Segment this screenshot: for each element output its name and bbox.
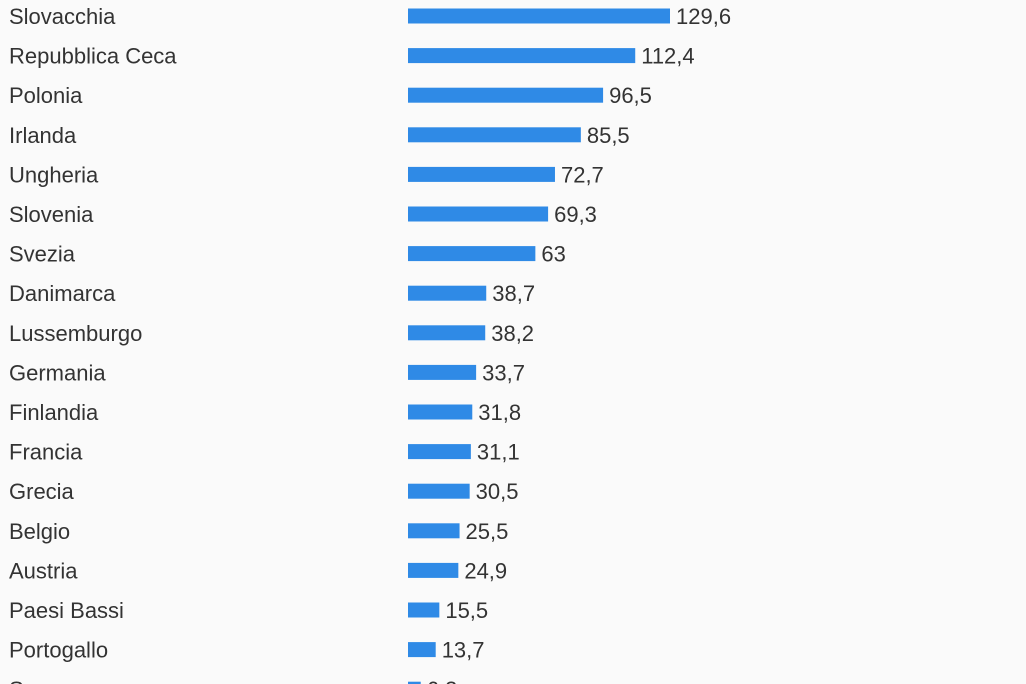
bar[interactable] bbox=[408, 166, 555, 182]
category-label: Portogallo bbox=[9, 638, 108, 663]
bar[interactable] bbox=[408, 602, 440, 618]
category-label: Germania bbox=[9, 360, 106, 385]
category-label: Finlandia bbox=[9, 400, 99, 425]
value-label: 63 bbox=[541, 242, 565, 267]
bar[interactable] bbox=[408, 483, 470, 499]
bar[interactable] bbox=[408, 8, 670, 24]
bar[interactable] bbox=[408, 444, 471, 460]
bar[interactable] bbox=[408, 87, 604, 103]
value-label: 25,5 bbox=[466, 519, 509, 544]
bar[interactable] bbox=[408, 364, 477, 380]
value-label: 31,8 bbox=[478, 400, 521, 425]
category-label: Slovenia bbox=[9, 202, 94, 227]
category-label: Paesi Bassi bbox=[9, 598, 124, 623]
bar[interactable] bbox=[408, 285, 487, 301]
value-label: 129,6 bbox=[676, 4, 731, 29]
category-label: Austria bbox=[9, 558, 78, 583]
value-label: 38,7 bbox=[492, 281, 535, 306]
value-label: 72,7 bbox=[561, 162, 604, 187]
bar[interactable] bbox=[408, 127, 581, 143]
category-label: Polonia bbox=[9, 83, 83, 108]
category-label: Belgio bbox=[9, 519, 70, 544]
bar[interactable] bbox=[408, 246, 536, 262]
value-label: 69,3 bbox=[554, 202, 597, 227]
category-labels: Slovacchia Repubblica Ceca Polonia Irlanda U… bbox=[9, 4, 177, 684]
bar[interactable] bbox=[408, 325, 486, 341]
value-label: 31,1 bbox=[477, 440, 520, 465]
value-label: 85,5 bbox=[587, 123, 630, 148]
value-label: 33,7 bbox=[482, 360, 525, 385]
category-label: Repubblica Ceca bbox=[9, 44, 177, 69]
category-label: Svezia bbox=[9, 242, 76, 267]
category-label: Ungheria bbox=[9, 162, 99, 187]
bar[interactable] bbox=[408, 681, 421, 684]
category-label: Danimarca bbox=[9, 281, 116, 306]
category-label: Francia bbox=[9, 440, 83, 465]
category-label: Lussemburgo bbox=[9, 321, 142, 346]
bar[interactable] bbox=[408, 562, 459, 578]
value-label: 13,7 bbox=[442, 638, 485, 663]
bar[interactable] bbox=[408, 206, 549, 222]
value-label: 30,5 bbox=[476, 479, 519, 504]
bar[interactable] bbox=[408, 48, 636, 64]
bars bbox=[408, 8, 670, 684]
value-label: 38,2 bbox=[491, 321, 534, 346]
category-label: Grecia bbox=[9, 479, 75, 504]
value-label: 112,4 bbox=[641, 44, 694, 69]
value-label: 24,9 bbox=[464, 558, 507, 583]
bar[interactable] bbox=[408, 642, 436, 658]
value-label: 96,5 bbox=[609, 83, 652, 108]
value-label: 6,3 bbox=[427, 677, 458, 684]
bar[interactable] bbox=[408, 404, 473, 420]
category-label: Irlanda bbox=[9, 123, 77, 148]
category-label: S bbox=[9, 677, 24, 684]
bar[interactable] bbox=[408, 523, 460, 539]
value-label: 15,5 bbox=[445, 598, 488, 623]
category-label: Slovacchia bbox=[9, 4, 116, 29]
